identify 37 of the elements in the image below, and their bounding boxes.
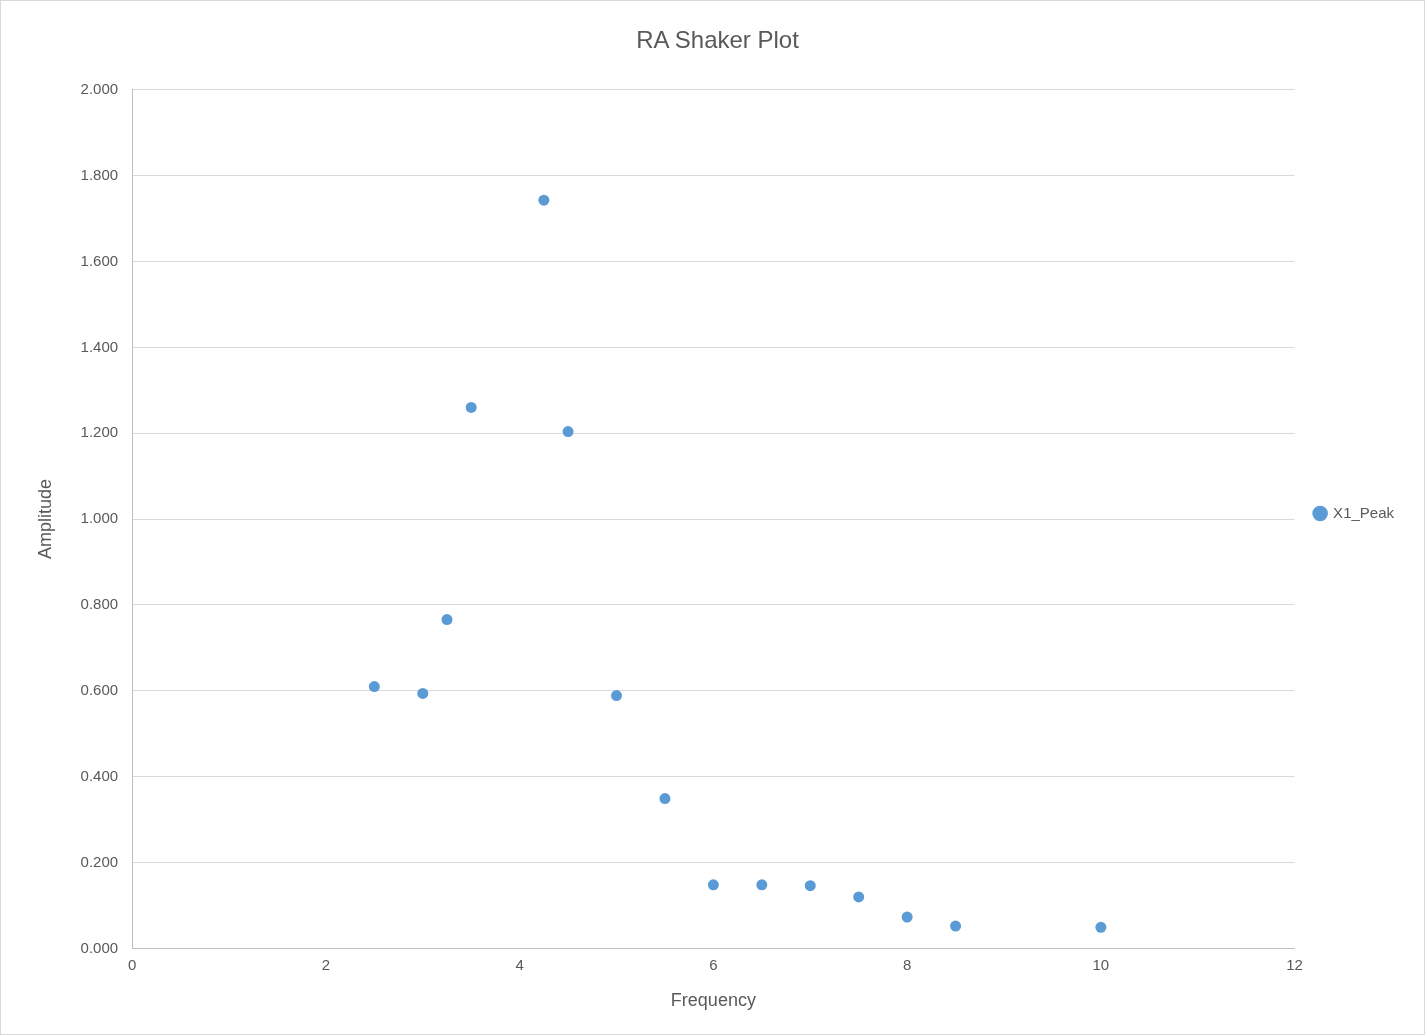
point <box>804 880 816 892</box>
point <box>611 690 623 702</box>
x-tick-label: 4 <box>515 955 524 973</box>
y-tick-label: 1.400 <box>80 337 119 355</box>
point <box>465 401 477 413</box>
point <box>1095 921 1107 933</box>
point <box>853 891 865 903</box>
point <box>901 911 913 923</box>
point <box>562 426 574 438</box>
x-tick-label: 6 <box>709 955 718 973</box>
legend-label: X1_Peak <box>1333 503 1395 521</box>
x-tick-label: 12 <box>1286 955 1303 973</box>
y-tick-label: 0.000 <box>80 938 119 956</box>
x-tick-label: 2 <box>321 955 331 973</box>
point <box>950 920 962 932</box>
y-axis-title: Amplitude <box>34 479 55 560</box>
y-tick-label: 0.600 <box>80 680 119 698</box>
point <box>441 614 453 626</box>
point <box>417 687 429 699</box>
x-axis-title: Frequency <box>670 990 756 1011</box>
y-tick-label: 1.200 <box>80 423 119 441</box>
x-tick-label: 10 <box>1092 955 1110 973</box>
y-tick-label: 2.000 <box>80 79 119 97</box>
point <box>707 879 719 891</box>
chart-title: RA Shaker Plot <box>636 26 800 54</box>
x-tick-label: 0 <box>127 955 137 973</box>
point <box>538 194 550 206</box>
y-tick-label: 1.600 <box>80 251 119 269</box>
y-tick-label: 0.800 <box>80 595 119 613</box>
x-tick-label: 8 <box>902 955 912 973</box>
y-tick-label: 0.200 <box>80 852 119 870</box>
y-tick-label: 1.000 <box>80 509 119 527</box>
y-tick-label: 1.800 <box>80 165 119 183</box>
y-tick-label: 0.400 <box>80 766 119 784</box>
point <box>659 793 671 805</box>
point <box>756 879 768 891</box>
point <box>368 681 380 693</box>
